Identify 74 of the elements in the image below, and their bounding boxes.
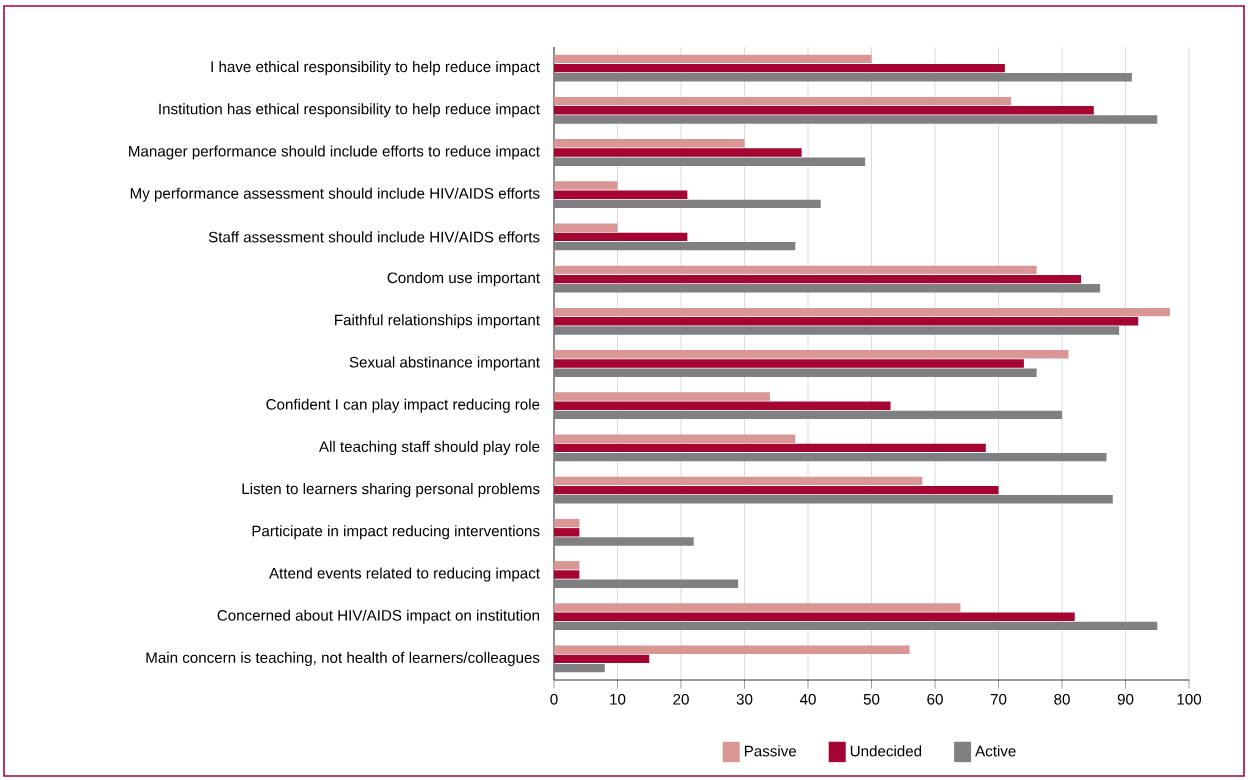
- legend-label: Passive: [744, 745, 797, 757]
- y-tick-label: Condom use important: [387, 272, 540, 287]
- bar: [554, 443, 986, 453]
- x-tick-label: 10: [610, 693, 626, 705]
- y-tick-label: Sexual abstinance important: [349, 356, 540, 371]
- bar: [554, 528, 580, 537]
- bar: [554, 434, 796, 443]
- y-tick-label: Staff assessment should include HIV/AIDS efforts: [208, 231, 540, 243]
- bar: [554, 561, 580, 570]
- bar: [554, 350, 1069, 359]
- bar: [554, 148, 802, 157]
- legend-label: Undecided: [850, 745, 922, 757]
- bar: [554, 570, 580, 579]
- bar: [554, 645, 910, 654]
- x-tick-label: 70: [990, 693, 1007, 705]
- bar: [554, 307, 1170, 317]
- bar: [554, 518, 580, 528]
- bar: [554, 537, 694, 546]
- bar: [554, 452, 1107, 462]
- y-tick-label: Listen to learners sharing personal problems: [242, 483, 540, 498]
- y-tick-label: Attend events related to reducing impact: [269, 567, 540, 582]
- bar: [554, 579, 739, 588]
- bar: [554, 654, 650, 664]
- x-tick-label: 30: [736, 693, 753, 705]
- y-tick-label: Participate in impact reducing interventions: [252, 525, 540, 540]
- bar: [554, 476, 923, 486]
- bar: [554, 274, 1082, 284]
- x-tick-label: 60: [927, 693, 943, 705]
- bar: [554, 139, 745, 148]
- bar: [554, 96, 1012, 106]
- y-tick-label: All teaching staff should play role: [318, 440, 540, 455]
- bar: [554, 63, 1005, 73]
- bar: [554, 485, 999, 495]
- y-tick-label: Manager performance should include efforts to reduce impact: [129, 145, 540, 160]
- y-tick-label: Institution has ethical responsibility to help reduce impact: [159, 103, 540, 118]
- bar: [554, 368, 1037, 377]
- y-tick-label: Confident I can play impact reducing role: [266, 398, 540, 413]
- bar: [554, 603, 961, 612]
- bar: [554, 223, 618, 232]
- bar: [554, 181, 618, 190]
- bar: [554, 410, 1063, 420]
- legend-label: Active: [975, 745, 1016, 757]
- bar: [554, 284, 1101, 293]
- y-tick-label: Main concern is teaching, not health of learners/colleagues: [146, 651, 540, 666]
- bar: [554, 54, 872, 64]
- bar: [554, 401, 891, 410]
- bar: [554, 106, 1094, 115]
- x-tick-label: 80: [1054, 693, 1070, 705]
- bar: [554, 317, 1139, 326]
- bar: [554, 359, 1024, 368]
- bar: [554, 190, 688, 199]
- bar: [554, 265, 1037, 275]
- y-tick-label: My performance assessment should include HIV/AIDS efforts: [130, 187, 540, 202]
- y-tick-label: Faithful relationships important: [335, 314, 540, 329]
- bar: [554, 232, 688, 242]
- bar: [554, 326, 1120, 335]
- x-tick-label: 40: [799, 693, 816, 705]
- bar: [554, 241, 796, 251]
- y-tick-label: I have ethical responsibility to help reduce impact: [211, 61, 540, 76]
- x-tick-label: 50: [863, 693, 880, 705]
- bar: [554, 115, 1158, 124]
- y-tick-label: Concerned about HIV/AIDS impact on institution: [217, 609, 540, 624]
- bar: [554, 612, 1075, 621]
- bar: [554, 621, 1158, 631]
- x-tick-label: 90: [1117, 693, 1134, 705]
- x-tick-label: 100: [1177, 693, 1202, 705]
- bar: [554, 157, 866, 166]
- bar: [554, 199, 821, 209]
- bar: [554, 495, 1113, 504]
- bar: [554, 663, 605, 673]
- bar: [554, 392, 770, 401]
- x-tick-label: 20: [673, 693, 689, 705]
- x-tick-label: 0: [550, 693, 558, 705]
- bar: [554, 73, 1132, 82]
